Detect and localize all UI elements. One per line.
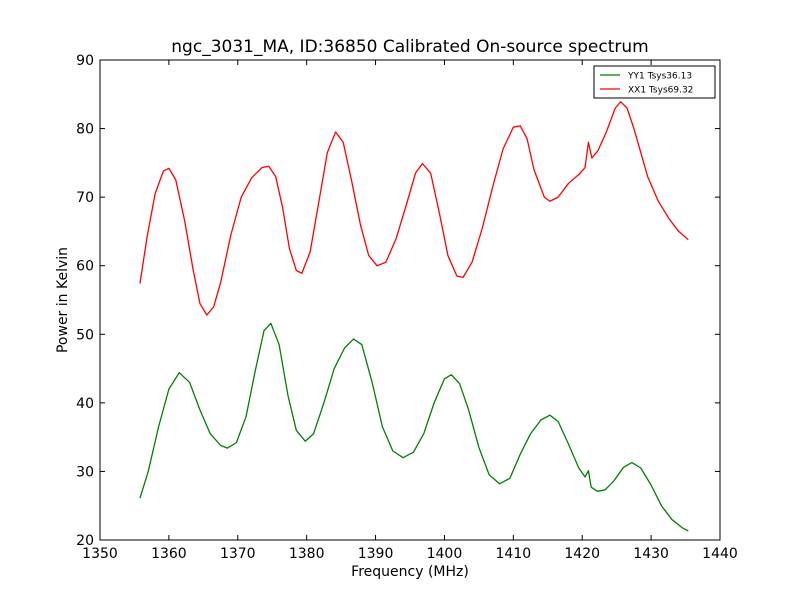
x-tick-label: 1350 [82,546,118,562]
x-tick-label: 1420 [564,546,600,562]
plot-frame [99,59,721,541]
chart-title: ngc_3031_MA, ID:36850 Calibrated On-sour… [171,37,648,57]
x-tick-label: 1360 [151,546,187,562]
series-layer [139,101,689,532]
y-tick-label: 90 [76,53,94,69]
x-tick-label: 1400 [427,546,463,562]
y-axis-label: Power in Kelvin [55,247,71,353]
x-tick-label: 1370 [220,546,256,562]
legend-label: XX1 Tsys69.32 [628,86,693,96]
x-tick-label: 1430 [633,546,669,562]
y-tick-label: 30 [76,464,94,480]
x-tick-label: 1440 [702,546,738,562]
ticks-layer: 1350 1360 1370 1380 1390 1400 1410 1420 1430 1440… [76,53,738,562]
series-line-xx1 [139,101,689,316]
plot-area [100,60,720,540]
x-tick-label: 1410 [496,546,532,562]
y-tick-label: 40 [76,396,94,412]
legend: YY1 Tsys36.13 XX1 Tsys69.32 [593,65,716,99]
x-tick-label: 1390 [358,546,394,562]
y-tick-label: 60 [76,259,94,275]
legend-box [593,65,716,99]
y-tick-label: 70 [76,190,94,206]
y-tick-label: 80 [76,122,94,138]
legend-label: YY1 Tsys36.13 [627,72,692,82]
x-axis-label: Frequency (MHz) [351,564,469,580]
series-line-yy1 [139,322,689,532]
x-tick-label: 1380 [289,546,325,562]
y-tick-label: 20 [76,533,94,549]
y-tick-label: 50 [76,327,94,343]
